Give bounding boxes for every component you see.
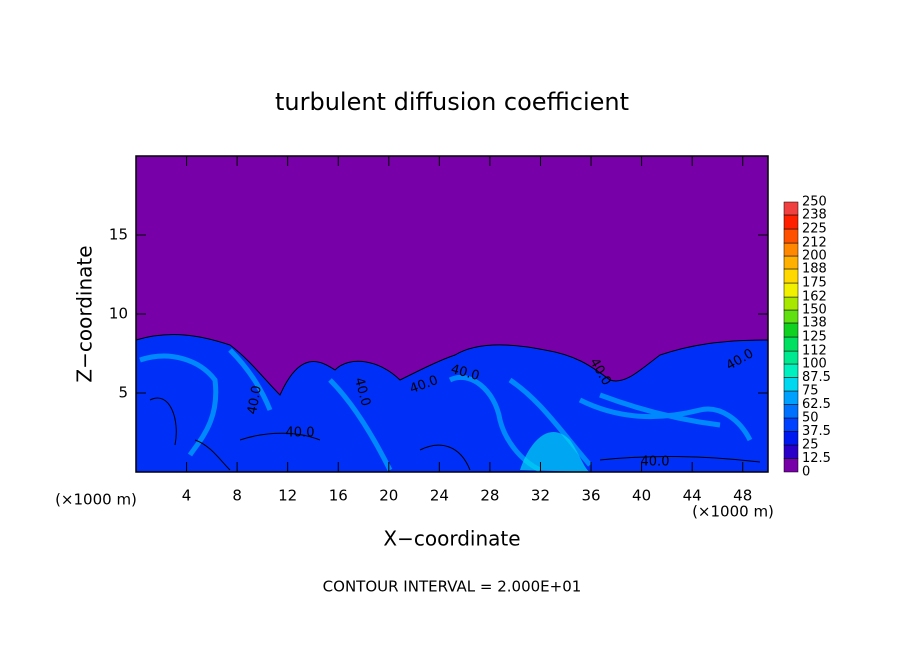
field	[135, 156, 769, 473]
x-axis-label: X−coordinate	[383, 527, 520, 551]
contour-label: 40.0	[449, 362, 481, 384]
colorbar-band	[783, 390, 799, 405]
x-tick-label: 12	[278, 487, 297, 505]
colorbar-band	[783, 431, 799, 446]
colorbar-label: 125	[802, 330, 827, 345]
colorbar-label: 175	[802, 276, 827, 291]
colorbar-band	[783, 242, 799, 257]
x-tick-label: 28	[480, 487, 499, 505]
colorbar-band	[783, 228, 799, 244]
y-tick-label: 15	[109, 226, 128, 244]
colorbar-label: 75	[802, 384, 819, 399]
y-axis-label: Z−coordinate	[73, 245, 97, 382]
colorbar-label: 138	[802, 315, 827, 330]
colorbar-label: 238	[802, 207, 827, 222]
x-tick-label: 24	[430, 487, 449, 505]
colorbar-band	[783, 404, 799, 419]
colorbar-label: 112	[802, 344, 827, 359]
contour-label: 40.0	[286, 426, 315, 441]
colorbar-band	[783, 363, 799, 378]
x-unit: (×1000 m)	[55, 491, 137, 509]
colorbar-band	[783, 309, 799, 324]
x-tick-label: 40	[632, 487, 651, 505]
colorbar-label: 37.5	[802, 424, 831, 439]
colorbar-label: 162	[802, 290, 827, 305]
field-streak	[139, 348, 753, 473]
colorbar-label: 12.5	[802, 451, 831, 466]
colorbar-band	[783, 282, 799, 298]
colorbar-band	[783, 296, 799, 311]
colorbar-band	[783, 336, 799, 352]
colorbar-band	[783, 322, 799, 338]
colorbar-band	[783, 214, 799, 230]
chart-title: turbulent diffusion coefficient	[275, 88, 629, 116]
x-tick-label: 48	[733, 487, 752, 505]
x-tick-label: 4	[182, 487, 192, 505]
colorbar-band	[783, 417, 799, 432]
colorbar-label: 200	[802, 249, 827, 264]
footer: CONTOUR INTERVAL = 2.000E+01	[323, 578, 582, 596]
y-tick-label: 5	[118, 384, 128, 402]
colorbar-band	[783, 444, 799, 459]
colorbar-band	[783, 201, 799, 216]
x-tick-label: 36	[581, 487, 600, 505]
colorbar-label: 87.5	[802, 370, 831, 385]
x-tick-label: 44	[683, 487, 702, 505]
colorbar-label: 62.5	[802, 397, 831, 412]
contour-label: 40.0	[641, 455, 670, 470]
x-tick-label: 16	[329, 487, 348, 505]
colorbar-label: 188	[802, 261, 827, 276]
colorbar-band	[783, 458, 799, 473]
colorbar-label: 0	[802, 465, 810, 480]
x-unit: (×1000 m)	[692, 503, 774, 521]
colorbar-band	[783, 377, 799, 392]
x-tick-label: 20	[379, 487, 398, 505]
y-tick-label: 10	[109, 305, 128, 323]
colorbar-label: 225	[802, 222, 827, 237]
colorbar-label: 25	[802, 438, 819, 453]
x-tick-label: 32	[531, 487, 550, 505]
contour-line	[149, 397, 761, 471]
colorbar-label: 50	[802, 411, 819, 426]
colorbar-label: 212	[802, 236, 827, 251]
colorbar-band	[783, 350, 799, 365]
field-streak	[520, 431, 590, 472]
x-tick-label: 8	[232, 487, 242, 505]
colorbar-label: 250	[802, 195, 827, 210]
colorbar-label: 150	[802, 303, 827, 318]
contour-label: 40.0	[351, 376, 373, 408]
field-region	[135, 334, 769, 473]
colorbar-band	[783, 255, 799, 270]
colorbar-band	[783, 268, 799, 284]
contour-label: 40.0	[245, 384, 265, 415]
colorbar-label: 100	[802, 357, 827, 372]
